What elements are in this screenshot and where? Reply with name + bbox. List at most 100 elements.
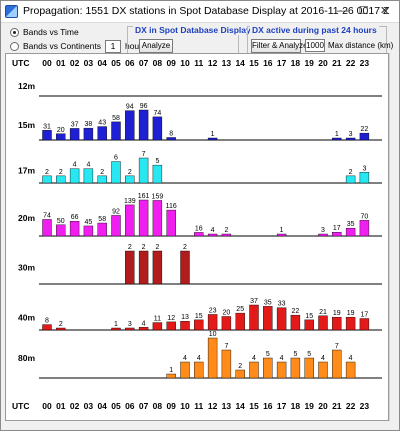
top-axis-tick-07: 07 [139,58,149,68]
max-distance-input[interactable]: 1000 [305,39,325,52]
band-label-40m: 40m [18,313,35,323]
bar-80m-15 [249,361,259,379]
data-label-20m-08: 159 [152,193,164,200]
data-label-40m-14: 25 [236,306,244,313]
bottom-axis-tick-00: 00 [42,401,52,411]
bar-17m-07 [138,157,149,184]
bar-40m-22 [345,316,356,331]
band-label-30m: 30m [18,263,35,273]
bar-15m-23 [359,132,370,141]
data-label-30m-06: 2 [128,244,132,251]
bottom-axis-tick-07: 07 [139,401,149,411]
bar-80m-09 [166,373,176,379]
bar-15m-12 [207,137,218,141]
bottom-axis-tick-23: 23 [360,401,370,411]
radio-bands-vs-continents-label: Bands vs Continents [23,41,101,51]
minimize-button[interactable]: — [337,5,348,17]
bar-30m-06 [125,250,135,285]
filter-analyze-button[interactable]: Filter & Analyze [251,39,308,53]
past-24-hours-group-title: DX active during past 24 hours [250,25,379,35]
bottom-axis-tick-18: 18 [291,401,301,411]
top-axis-tick-06: 06 [125,58,135,68]
bar-40m-07 [138,327,149,331]
vertical-scrollbar[interactable] [389,53,399,421]
data-label-20m-21: 17 [333,225,341,232]
bar-80m-18 [290,357,301,379]
bar-40m-01 [56,327,66,331]
maximize-button[interactable]: ☐ [358,5,369,17]
data-label-15m-08: 74 [154,110,162,117]
top-axis-tick-15: 15 [249,58,259,68]
data-label-20m-20: 3 [321,227,325,234]
bar-20m-09 [166,209,176,237]
data-label-80m-12: 10 [209,331,217,338]
bar-17m-22 [345,175,356,184]
bar-80m-20 [318,361,328,379]
bar-40m-05 [111,327,121,331]
bar-40m-20 [318,315,328,331]
radio-bands-vs-time[interactable]: Bands vs Time [10,25,79,39]
data-label-40m-20: 21 [319,309,327,316]
bar-20m-23 [359,220,370,237]
data-label-40m-19: 15 [305,313,313,320]
bar-15m-09 [166,137,176,141]
bar-20m-13 [221,233,232,237]
bar-17m-00 [42,175,52,184]
data-label-80m-13: 7 [224,343,228,350]
top-axis-tick-14: 14 [235,58,245,68]
data-label-80m-14: 2 [238,363,242,370]
bar-40m-14 [235,312,245,331]
hours-input[interactable]: 1 [104,39,121,53]
data-label-80m-15: 4 [252,355,256,362]
data-label-80m-20: 4 [321,355,325,362]
bar-40m-23 [359,318,370,331]
bar-40m-16 [263,306,273,331]
bar-20m-02 [69,221,80,237]
data-label-80m-18: 5 [293,351,297,358]
bar-30m-08 [152,250,163,285]
data-label-17m-07: 7 [142,151,146,158]
data-label-17m-00: 2 [45,169,49,176]
data-label-15m-23: 22 [361,126,369,133]
data-label-17m-23: 3 [362,165,366,172]
data-label-40m-23: 17 [361,312,369,319]
bar-80m-10 [180,361,190,379]
data-label-40m-17: 33 [278,301,286,308]
bottom-axis-tick-20: 20 [318,401,328,411]
analyze-button[interactable]: Analyze [139,39,173,53]
bar-15m-03 [83,127,94,141]
bar-17m-01 [56,175,66,184]
radio-bands-vs-continents[interactable]: Bands vs Continents 1 hours [10,39,146,53]
bar-40m-15 [249,304,259,331]
bar-20m-00 [42,219,52,237]
bar-17m-08 [152,164,163,184]
bar-15m-07 [138,109,149,141]
app-icon [5,5,18,18]
bar-80m-17 [276,361,287,379]
top-axis-tick-18: 18 [291,58,301,68]
top-axis-tick-19: 19 [304,58,314,68]
bar-15m-01 [56,133,66,141]
data-label-40m-11: 15 [195,313,203,320]
bar-15m-08 [152,116,163,141]
bar-30m-07 [138,250,149,285]
bar-17m-04 [97,175,107,184]
bar-20m-22 [345,227,356,237]
data-label-15m-03: 38 [85,121,93,128]
data-label-20m-13: 2 [224,227,228,234]
top-axis-tick-01: 01 [56,58,66,68]
bar-40m-13 [221,316,232,331]
data-label-40m-18: 22 [292,308,300,315]
data-label-17m-03: 4 [86,162,90,169]
data-label-40m-06: 3 [128,321,132,328]
title-bar[interactable]: Propagation: 1551 DX stations in Spot Da… [1,1,399,23]
bar-20m-08 [152,200,163,237]
bar-80m-14 [235,369,245,379]
data-label-17m-08: 5 [155,158,159,165]
top-axis-tick-20: 20 [318,58,328,68]
close-button[interactable]: ✕ [379,5,390,17]
band-label-17m: 17m [18,166,35,176]
data-label-40m-01: 2 [59,321,63,328]
data-label-40m-12: 23 [209,307,217,314]
bottom-axis-tick-05: 05 [111,401,121,411]
